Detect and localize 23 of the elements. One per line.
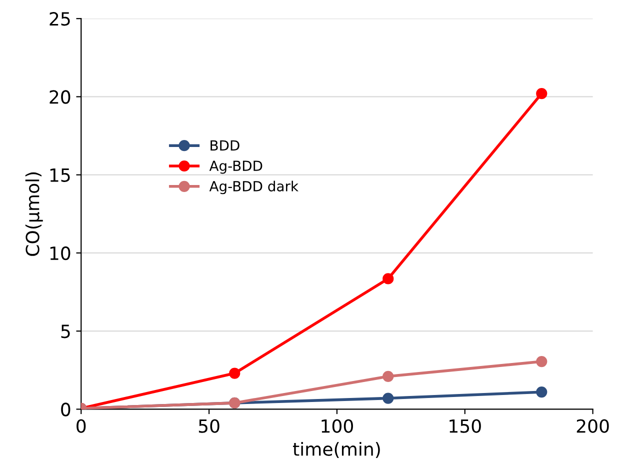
- point: [382, 370, 394, 382]
- x-tick-label: 0: [76, 419, 86, 433]
- x-axis-title: time(min): [292, 442, 380, 458]
- legend-label: Ag-BDD: [209, 160, 262, 174]
- x-tick-label: 150: [450, 419, 481, 433]
- y-tick-label: 10: [50, 246, 70, 260]
- point: [229, 368, 240, 379]
- x-tick-label: 200: [576, 419, 609, 433]
- point: [536, 356, 548, 368]
- legend-label: Ag-BDD dark: [209, 180, 298, 194]
- point: [536, 386, 548, 398]
- x-tick-label: 50: [198, 419, 220, 433]
- y-axis-title: CO(μmol): [25, 172, 43, 256]
- x-tick-label: 100: [322, 419, 353, 433]
- y-tick-label: 0: [61, 402, 70, 416]
- y-tick-label: 20: [50, 90, 70, 104]
- point: [382, 392, 394, 404]
- y-tick-label: 25: [50, 12, 70, 26]
- legend-label: BDD: [210, 140, 240, 150]
- y-tick-label: 5: [61, 324, 70, 338]
- y-tick-label: 15: [50, 168, 70, 182]
- point: [536, 88, 548, 100]
- point: [382, 273, 394, 284]
